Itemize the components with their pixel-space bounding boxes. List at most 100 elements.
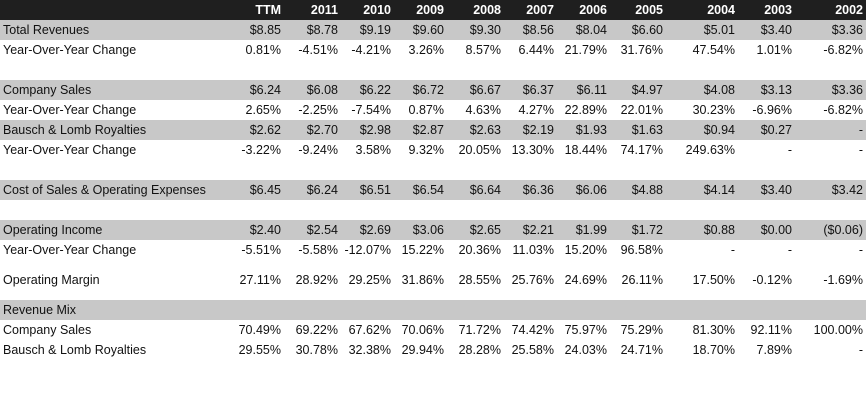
table-row <box>0 200 866 220</box>
value-cell <box>284 300 341 320</box>
header-label-cell <box>0 0 227 20</box>
value-cell <box>341 200 394 220</box>
row-label: Company Sales <box>0 80 227 100</box>
value-cell: 22.89% <box>564 103 607 117</box>
value-cell: $3.36 <box>795 80 866 100</box>
value-cell: $4.14 <box>666 180 738 200</box>
value-cell: 100.00% <box>813 323 863 337</box>
row-label: Year-Over-Year Change <box>3 103 137 117</box>
value-cell: 30.23% <box>692 103 735 117</box>
row-label: Operating Margin <box>3 273 100 287</box>
value-cell: $1.72 <box>610 220 666 240</box>
value-cell <box>738 60 795 80</box>
value-cell: $3.40 <box>738 180 795 200</box>
value-cell: $2.40 <box>227 220 284 240</box>
value-cell: - <box>787 243 792 257</box>
value-cell: 28.55% <box>458 273 501 287</box>
value-cell: 24.69% <box>564 273 607 287</box>
value-cell: $9.60 <box>394 20 447 40</box>
value-cell: 18.70% <box>692 343 735 357</box>
value-cell: 4.27% <box>518 103 554 117</box>
value-cell: $8.85 <box>227 20 284 40</box>
value-cell: 26.11% <box>621 273 663 287</box>
value-cell: 75.29% <box>620 323 663 337</box>
value-cell <box>447 200 504 220</box>
value-cell: 22.01% <box>620 103 663 117</box>
value-cell: 13.30% <box>511 143 554 157</box>
value-cell: $1.63 <box>610 120 666 140</box>
value-cell: $2.69 <box>341 220 394 240</box>
value-cell: $0.00 <box>738 220 795 240</box>
value-cell <box>341 60 394 80</box>
value-cell: 15.20% <box>564 243 607 257</box>
value-cell: 32.38% <box>348 343 391 357</box>
value-cell <box>227 60 284 80</box>
value-cell <box>227 300 284 320</box>
row-label: Cost of Sales & Operating Expenses <box>0 180 227 200</box>
value-cell: 74.42% <box>511 323 554 337</box>
value-cell <box>504 200 557 220</box>
value-cell: $6.45 <box>227 180 284 200</box>
value-cell <box>795 60 866 80</box>
value-cell <box>227 160 284 180</box>
value-cell: $2.19 <box>504 120 557 140</box>
table-row: Company Sales $6.24 $6.08 $6.22 $6.72 $6.67 $6… <box>0 80 866 100</box>
value-cell <box>738 300 795 320</box>
row-label <box>0 200 227 220</box>
value-cell: $8.04 <box>557 20 610 40</box>
value-cell: $1.99 <box>557 220 610 240</box>
value-cell: $0.27 <box>738 120 795 140</box>
value-cell: $8.78 <box>284 20 341 40</box>
value-cell <box>666 300 738 320</box>
header-year-cell: TTM <box>227 0 284 20</box>
value-cell <box>284 60 341 80</box>
value-cell <box>504 60 557 80</box>
header-year-cell: 2006 <box>557 0 610 20</box>
value-cell: 25.76% <box>511 273 554 287</box>
value-cell: 92.11% <box>750 323 792 337</box>
value-cell: -0.12% <box>752 273 792 287</box>
value-cell: - <box>787 143 792 157</box>
value-cell: 9.32% <box>408 143 444 157</box>
row-label: Year-Over-Year Change <box>3 43 137 57</box>
value-cell: 47.54% <box>692 43 735 57</box>
value-cell: $6.22 <box>341 80 394 100</box>
table-row: Bausch & Lomb Royalties 29.55% 30.78% 32.38… <box>0 340 866 360</box>
value-cell: 31.86% <box>401 273 444 287</box>
value-cell: -6.82% <box>823 103 863 117</box>
value-cell <box>394 160 447 180</box>
header-year-cell: 2004 <box>666 0 738 20</box>
value-cell: $2.65 <box>447 220 504 240</box>
value-cell: $6.24 <box>227 80 284 100</box>
value-cell: $3.13 <box>738 80 795 100</box>
value-cell: $2.87 <box>394 120 447 140</box>
row-label <box>0 60 227 80</box>
value-cell: $3.40 <box>738 20 795 40</box>
table-row: Cost of Sales & Operating Expenses $6.45 $… <box>0 180 866 200</box>
value-cell: -9.24% <box>298 143 338 157</box>
table-row: Operating Income $2.40 $2.54 $2.69 $3.06 $2.6… <box>0 220 866 240</box>
value-cell: 8.57% <box>465 43 501 57</box>
header-year-cell: 2005 <box>610 0 666 20</box>
header-year-cell: 2010 <box>341 0 394 20</box>
value-cell: 0.87% <box>408 103 444 117</box>
table-row: Year-Over-Year Change 0.81% -4.51% -4.21% 3.… <box>0 40 866 60</box>
value-cell: 75.97% <box>564 323 607 337</box>
value-cell: 11.03% <box>512 243 554 257</box>
value-cell: 15.22% <box>401 243 444 257</box>
header-year-cell: 2008 <box>447 0 504 20</box>
value-cell: 20.36% <box>458 243 501 257</box>
table-body: Total Revenues $8.85 $8.78 $9.19 $9.60 $9.30 $… <box>0 20 866 360</box>
value-cell: 3.26% <box>408 43 444 57</box>
table-row: Year-Over-Year Change 2.65% -2.25% -7.54% 0.… <box>0 100 866 120</box>
value-cell: 69.22% <box>295 323 338 337</box>
value-cell: $6.51 <box>341 180 394 200</box>
value-cell <box>557 200 610 220</box>
value-cell <box>447 160 504 180</box>
value-cell: 70.49% <box>238 323 281 337</box>
value-cell: $5.01 <box>666 20 738 40</box>
value-cell: -4.21% <box>351 43 391 57</box>
row-label: Company Sales <box>3 323 92 337</box>
value-cell: $9.19 <box>341 20 394 40</box>
table-row: Bausch & Lomb Royalties $2.62 $2.70 $2.98 $2… <box>0 120 866 140</box>
